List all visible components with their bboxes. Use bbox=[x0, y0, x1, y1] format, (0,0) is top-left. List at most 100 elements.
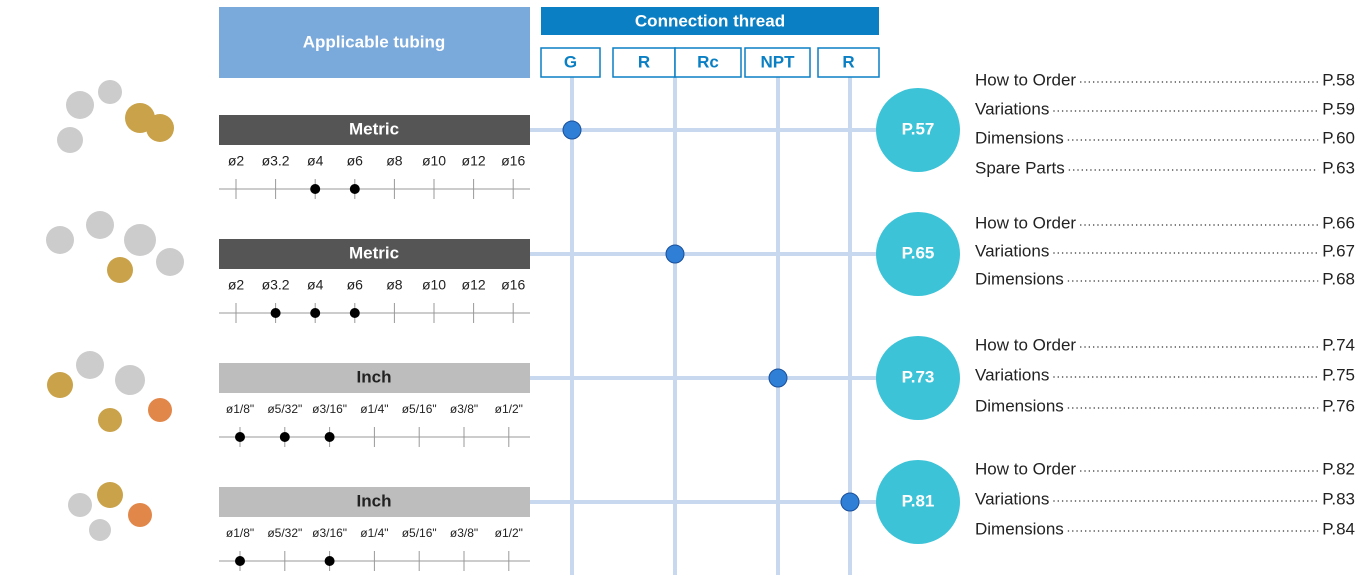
link-page: P.83 bbox=[1322, 489, 1355, 508]
link-label: Spare Parts bbox=[975, 158, 1065, 177]
size-label: ø6 bbox=[347, 153, 364, 169]
page-circle bbox=[876, 336, 960, 420]
size-label: ø5/32" bbox=[267, 402, 302, 416]
link-label: Dimensions bbox=[975, 396, 1064, 415]
size-label: ø12 bbox=[462, 153, 486, 169]
page-label: P.57 bbox=[902, 119, 935, 138]
size-label: ø16 bbox=[501, 277, 525, 293]
page-label: P.81 bbox=[902, 491, 935, 510]
standard-label: Metric bbox=[349, 119, 399, 138]
size-dot bbox=[349, 308, 360, 318]
product-images bbox=[46, 80, 184, 541]
size-label: ø1/8" bbox=[226, 526, 254, 540]
size-label: ø1/2" bbox=[495, 526, 523, 540]
page-label: P.65 bbox=[902, 243, 935, 262]
link-page: P.84 bbox=[1322, 519, 1355, 538]
size-label: ø5/16" bbox=[402, 526, 437, 540]
link-page: P.66 bbox=[1322, 213, 1355, 232]
size-dot bbox=[235, 556, 245, 566]
thread-box bbox=[744, 47, 811, 78]
size-label: ø1/2" bbox=[495, 402, 523, 416]
size-dot bbox=[270, 308, 281, 318]
link-page: P.60 bbox=[1322, 128, 1355, 147]
size-label: ø3/8" bbox=[450, 402, 478, 416]
thread-header bbox=[541, 7, 879, 35]
size-dot bbox=[310, 184, 321, 194]
thread-title: Connection thread bbox=[635, 11, 785, 30]
size-label: ø8 bbox=[386, 153, 403, 169]
page-label: P.73 bbox=[902, 367, 935, 386]
link-label: Variations bbox=[975, 489, 1049, 508]
page-circle bbox=[876, 460, 960, 544]
page-circle bbox=[876, 212, 960, 296]
size-label: ø2 bbox=[228, 277, 245, 293]
thread-box bbox=[674, 47, 742, 78]
link-label: Variations bbox=[975, 365, 1049, 384]
size-label: ø3/8" bbox=[450, 526, 478, 540]
link-page: P.59 bbox=[1322, 99, 1355, 118]
size-label: ø3.2 bbox=[262, 153, 290, 169]
link-page: P.68 bbox=[1322, 269, 1355, 288]
standard-bar bbox=[219, 239, 530, 269]
connection-dot bbox=[562, 120, 582, 140]
thread-label: Rc bbox=[697, 52, 719, 71]
link-page: P.75 bbox=[1322, 365, 1355, 384]
size-label: ø6 bbox=[347, 277, 364, 293]
thread-label: NPT bbox=[761, 52, 796, 71]
link-page: P.74 bbox=[1322, 335, 1355, 354]
link-label: How to Order bbox=[975, 459, 1076, 478]
tubing-header bbox=[219, 7, 530, 78]
thread-label: G bbox=[564, 52, 577, 71]
size-dot bbox=[279, 432, 290, 442]
link-page: P.58 bbox=[1322, 70, 1355, 89]
size-label: ø3/16" bbox=[312, 402, 347, 416]
standard-bar bbox=[219, 487, 530, 517]
link-label: Variations bbox=[975, 241, 1049, 260]
size-label: ø3/16" bbox=[312, 526, 347, 540]
size-label: ø4 bbox=[307, 277, 324, 293]
link-label: How to Order bbox=[975, 70, 1076, 89]
thread-box bbox=[540, 47, 601, 78]
link-page: P.82 bbox=[1322, 459, 1355, 478]
size-dot bbox=[310, 308, 321, 318]
size-label: ø5/32" bbox=[267, 526, 302, 540]
thread-box bbox=[612, 47, 676, 78]
link-page: P.76 bbox=[1322, 396, 1355, 415]
thread-label: R bbox=[842, 52, 854, 71]
connection-dot bbox=[768, 368, 788, 388]
link-label: Dimensions bbox=[975, 269, 1064, 288]
size-label: ø1/8" bbox=[226, 402, 254, 416]
size-label: ø1/4" bbox=[360, 526, 388, 540]
standard-bar bbox=[219, 363, 530, 393]
size-dot bbox=[235, 432, 245, 442]
standard-label: Metric bbox=[349, 243, 399, 262]
connection-dot bbox=[665, 244, 685, 264]
size-label: ø16 bbox=[501, 153, 525, 169]
size-label: ø10 bbox=[422, 277, 446, 293]
link-label: How to Order bbox=[975, 213, 1076, 232]
size-label: ø4 bbox=[307, 153, 324, 169]
link-label: How to Order bbox=[975, 335, 1076, 354]
size-label: ø2 bbox=[228, 153, 245, 169]
thread-box bbox=[817, 47, 880, 78]
link-label: Dimensions bbox=[975, 519, 1064, 538]
size-dot bbox=[324, 556, 335, 566]
size-label: ø1/4" bbox=[360, 402, 388, 416]
standard-label: Inch bbox=[357, 367, 392, 386]
size-dot bbox=[349, 184, 360, 194]
size-label: ø12 bbox=[462, 277, 486, 293]
page-circle bbox=[876, 88, 960, 172]
link-page: P.63 bbox=[1322, 158, 1355, 177]
link-page: P.67 bbox=[1322, 241, 1355, 260]
tubing-title: Applicable tubing bbox=[303, 32, 446, 51]
standard-bar bbox=[219, 115, 530, 145]
standard-label: Inch bbox=[357, 491, 392, 510]
link-label: Dimensions bbox=[975, 128, 1064, 147]
size-label: ø8 bbox=[386, 277, 403, 293]
size-label: ø10 bbox=[422, 153, 446, 169]
size-label: ø5/16" bbox=[402, 402, 437, 416]
thread-label: R bbox=[638, 52, 650, 71]
link-label: Variations bbox=[975, 99, 1049, 118]
size-label: ø3.2 bbox=[262, 277, 290, 293]
